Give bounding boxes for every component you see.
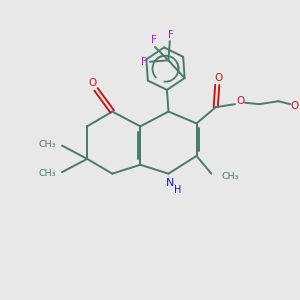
Text: CH₃: CH₃ [222,172,239,181]
Text: F: F [141,57,146,67]
Text: F: F [168,30,174,40]
Text: O: O [88,78,97,88]
Text: N: N [166,178,174,188]
Text: H: H [174,185,181,195]
Text: O: O [236,96,244,106]
Text: O: O [214,74,223,83]
Text: O: O [291,100,299,111]
Text: F: F [151,35,157,46]
Text: CH₃: CH₃ [39,140,56,148]
Text: CH₃: CH₃ [39,169,56,178]
